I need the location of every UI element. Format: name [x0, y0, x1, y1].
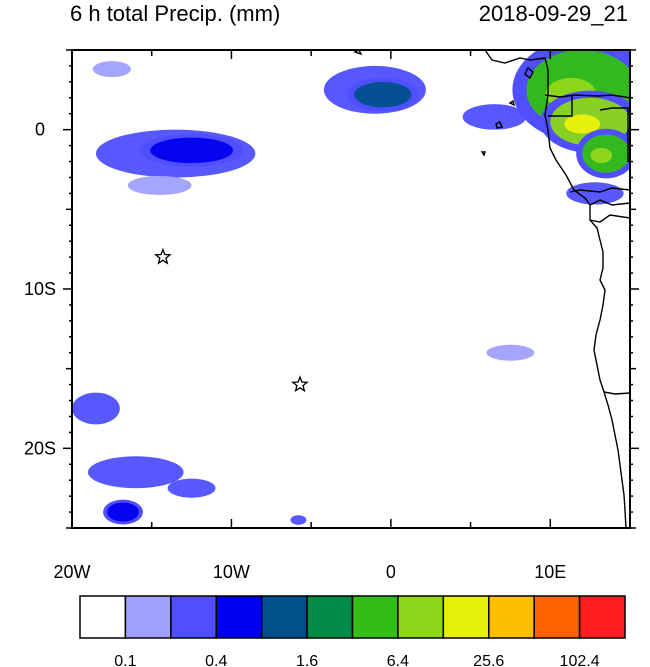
- precip-layer: [72, 50, 630, 525]
- map-title: 6 h total Precip. (mm): [70, 1, 281, 26]
- colorbar-label: 1.6: [296, 653, 318, 667]
- lon-tick-label: 0: [386, 562, 396, 582]
- precip-region-16: [290, 515, 307, 525]
- island-bioko: [524, 66, 534, 80]
- country-border-gabon: [599, 107, 629, 162]
- country-border-north: [544, 94, 630, 99]
- station-marker-layer: [153, 247, 309, 393]
- ocean-background: [72, 50, 630, 528]
- map-plot-area: [72, 50, 630, 528]
- precip-region-14: [107, 502, 139, 522]
- lon-tick-label: 20W: [53, 562, 90, 582]
- island-principe: [508, 99, 516, 107]
- country-border-congo: [569, 187, 630, 193]
- precip-region-5: [354, 81, 412, 108]
- precip-region-12: [72, 392, 120, 425]
- star-marker-0: [153, 247, 172, 265]
- lat-tick-label: 20S: [24, 438, 56, 458]
- colorbar-label: 6.4: [387, 653, 409, 667]
- precip-region-15: [167, 478, 216, 498]
- colorbar-swatch: [488, 595, 535, 639]
- coastline-layer: [353, 50, 630, 528]
- precip-core-9: [590, 147, 613, 164]
- star-marker-1: [291, 375, 309, 393]
- colorbar-swatch: [124, 595, 172, 639]
- colorbar-swatch: [306, 595, 354, 639]
- longitude-labels: 20W 10W 0 10E: [53, 562, 566, 582]
- precip-region-6: [462, 104, 527, 130]
- colorbar-swatch: [215, 595, 263, 639]
- colorbar-swatch: [397, 595, 445, 639]
- colorbar-label: 25.6: [473, 653, 504, 667]
- precip-colorbar: [79, 595, 626, 639]
- axis-ticks: [63, 49, 639, 529]
- lon-tick-label: 10E: [534, 562, 566, 582]
- colorbar-labels: 0.1 0.4 1.6 6.4 25.6 102.4: [114, 653, 599, 667]
- colorbar-swatch: [170, 595, 217, 639]
- africa-coastline: [484, 50, 627, 528]
- colorbar-swatch: [578, 595, 626, 639]
- precip-region-0: [92, 61, 131, 78]
- lon-tick-label: 10W: [213, 562, 250, 582]
- colorbar-swatch: [533, 595, 581, 639]
- country-border-namibia: [603, 391, 630, 395]
- country-border-angola: [589, 199, 630, 223]
- precip-core-8: [564, 114, 601, 134]
- map-datetime: 2018-09-29_21: [478, 1, 628, 26]
- lat-tick-label: 0: [35, 120, 45, 140]
- colorbar-label: 0.1: [114, 653, 136, 667]
- colorbar-label: 0.4: [205, 653, 227, 667]
- colorbar-swatch: [260, 595, 308, 639]
- lat-tick-label: 10S: [24, 279, 56, 299]
- colorbar-swatch: [351, 595, 399, 639]
- precip-region-13: [87, 456, 184, 489]
- island-sao-tome: [495, 121, 503, 129]
- island-annobon: [480, 151, 486, 157]
- colorbar-swatch: [79, 595, 127, 639]
- colorbar-swatch: [442, 595, 490, 639]
- precip-region-10: [566, 182, 624, 205]
- latitude-labels: 0 10S 20S: [24, 120, 56, 459]
- precip-region-3: [127, 175, 192, 195]
- country-border-equatorial: [548, 96, 573, 117]
- precip-region-11: [486, 344, 535, 361]
- colorbar-label: 102.4: [560, 653, 600, 667]
- precip-region-2: [150, 137, 234, 164]
